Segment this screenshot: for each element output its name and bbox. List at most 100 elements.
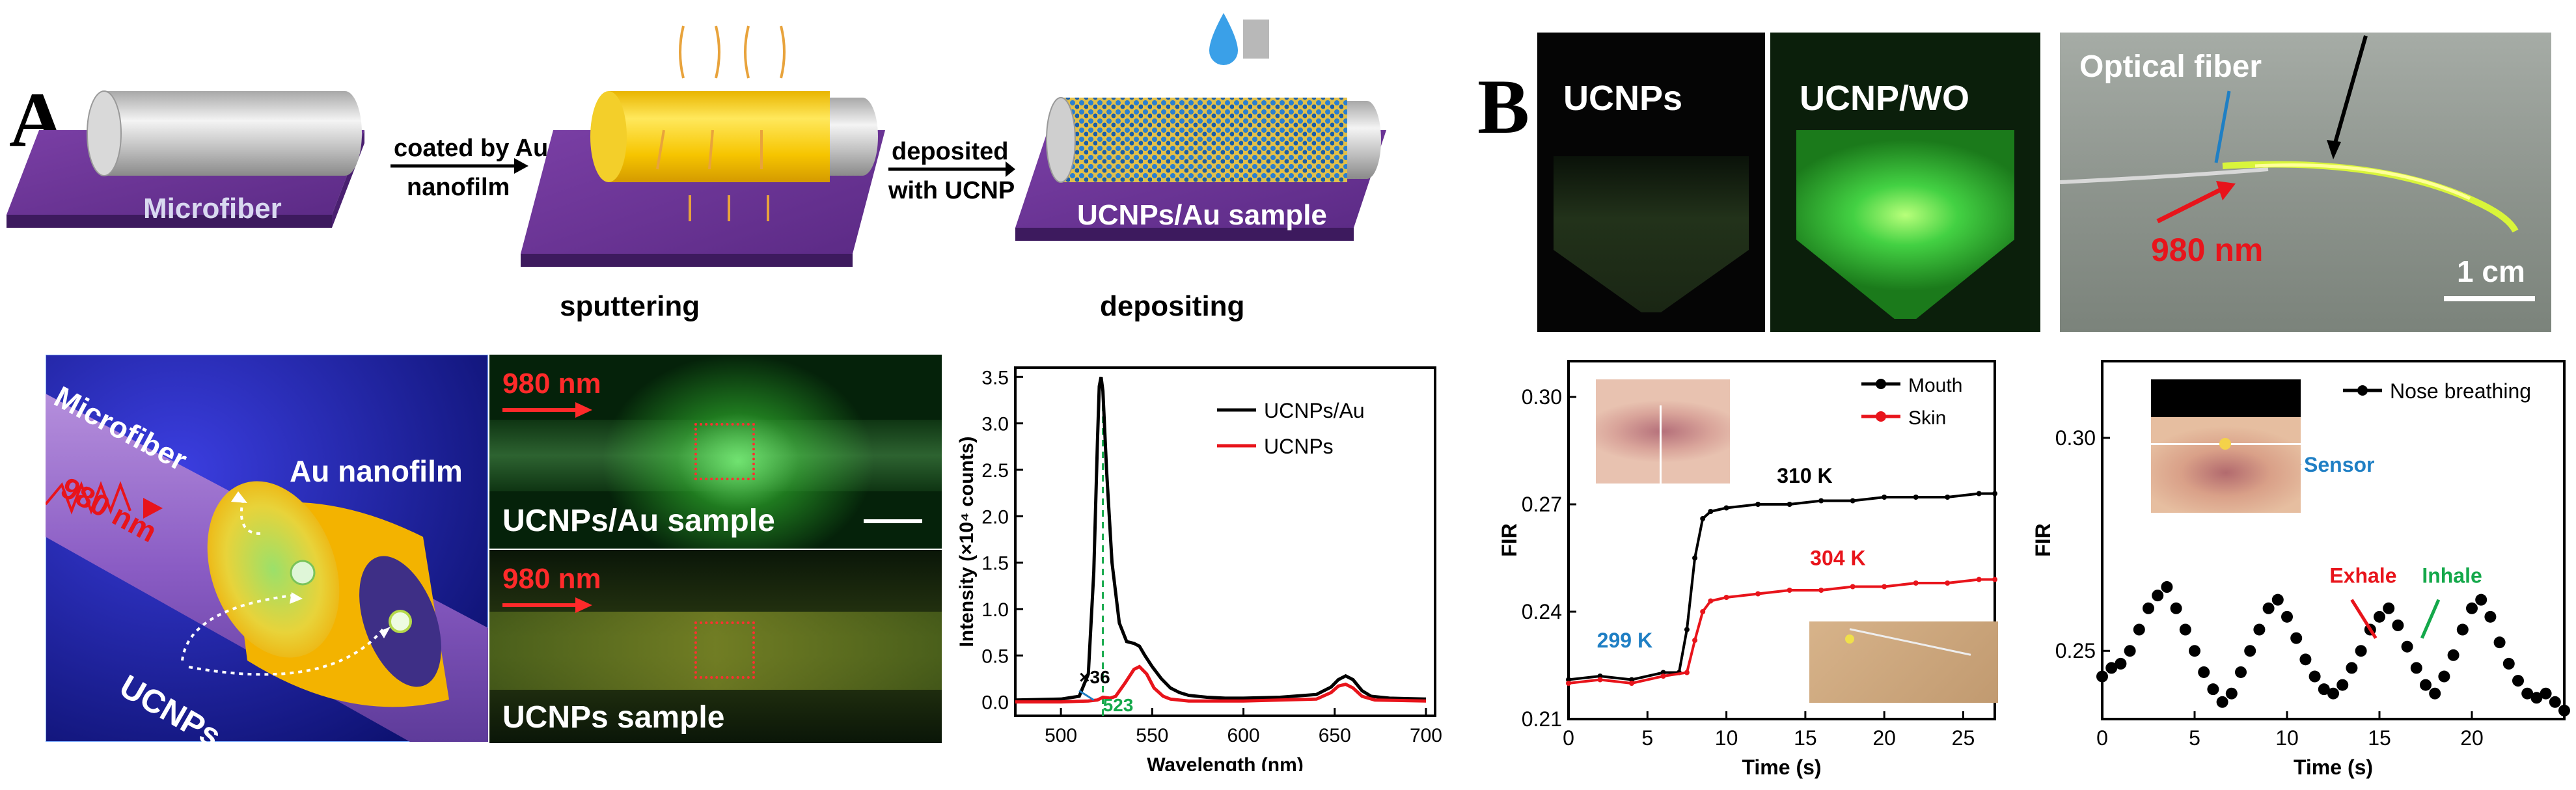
data-point bbox=[1708, 598, 1714, 604]
data-point bbox=[2420, 679, 2432, 691]
x-tick-label: 15 bbox=[1794, 726, 1817, 750]
data-point bbox=[2309, 670, 2321, 683]
arrow1-label-line1: coated by Au bbox=[394, 135, 548, 162]
annotation-label: Exhale bbox=[2329, 564, 2396, 587]
data-point bbox=[2235, 666, 2247, 678]
x-tick-label: 600 bbox=[1227, 725, 1260, 746]
data-point bbox=[2530, 692, 2543, 704]
vial-photo-ucnp-wo: UCNP/WO bbox=[1770, 33, 2040, 332]
data-point bbox=[1755, 502, 1761, 507]
series-line-skin bbox=[1568, 578, 1995, 685]
y-tick-label: 1.5 bbox=[981, 553, 1009, 575]
data-point bbox=[2207, 683, 2219, 696]
legend-marker bbox=[2357, 385, 2368, 396]
data-point bbox=[1692, 555, 1698, 561]
y-tick-label: 0.5 bbox=[981, 646, 1009, 667]
legend-label: UCNPs/Au bbox=[1264, 399, 1365, 422]
x-tick-label: 15 bbox=[2368, 726, 2391, 750]
x-tick-label: 10 bbox=[2275, 726, 2299, 750]
vial-photo-ucnps: UCNPs bbox=[1537, 33, 1765, 332]
data-point bbox=[1913, 580, 1919, 586]
arrow2-label-line1: deposited bbox=[892, 138, 1008, 165]
y-tick-label: 2.5 bbox=[981, 460, 1009, 482]
data-point bbox=[1629, 681, 1635, 686]
data-point bbox=[2253, 623, 2266, 636]
data-point bbox=[2143, 602, 2154, 614]
step1-label: Microfiber bbox=[143, 193, 282, 225]
micrograph-ucnps-au: 980 nm UCNPs/Au sample bbox=[489, 355, 942, 549]
data-point bbox=[1787, 502, 1792, 507]
data-point bbox=[2318, 683, 2330, 696]
data-point bbox=[1992, 491, 1997, 497]
excitation-arrow-icon bbox=[502, 402, 592, 418]
y-tick-label: 3.0 bbox=[981, 414, 1009, 435]
annotation-label: 299 K bbox=[1597, 629, 1652, 652]
data-point bbox=[1700, 609, 1706, 614]
data-point bbox=[1684, 670, 1690, 675]
legend-label: Nose breathing bbox=[2390, 379, 2531, 403]
data-point bbox=[2502, 657, 2515, 670]
y-axis-label: FIR bbox=[2031, 523, 2055, 557]
data-point bbox=[2456, 623, 2469, 636]
data-point bbox=[1700, 516, 1706, 521]
series-line-ucnps bbox=[1015, 664, 1427, 704]
data-point bbox=[2170, 602, 2182, 614]
data-point bbox=[1566, 677, 1571, 683]
step3-caption: depositing bbox=[1100, 290, 1244, 322]
data-point bbox=[1945, 580, 1951, 586]
breathing-chart: 0 5 10 15 20 0.25 0.30 Time (s) FIR Nose breathin… bbox=[2031, 360, 2570, 779]
data-point bbox=[1992, 577, 1997, 582]
data-point bbox=[1684, 627, 1690, 633]
x-tick-label: 25 bbox=[1952, 726, 1975, 750]
data-point bbox=[2549, 696, 2561, 708]
vial2-label: UCNP/WO bbox=[1800, 79, 1969, 118]
data-point bbox=[2438, 670, 2450, 683]
data-point bbox=[1850, 584, 1856, 590]
data-point bbox=[1660, 674, 1666, 679]
vial1-label: UCNPs bbox=[1563, 79, 1683, 118]
data-point bbox=[2540, 687, 2552, 700]
data-point bbox=[1723, 595, 1729, 600]
series-line-ucnps-au bbox=[1015, 376, 1427, 702]
data-point bbox=[2475, 593, 2487, 606]
data-point bbox=[2374, 610, 2385, 623]
data-point bbox=[2299, 653, 2312, 666]
arrow1-label-line2: nanofilm bbox=[407, 174, 510, 201]
data-point bbox=[2346, 662, 2358, 674]
data-point bbox=[2115, 657, 2127, 670]
x-tick-label: 10 bbox=[1715, 726, 1738, 750]
data-point bbox=[1945, 495, 1951, 500]
data-point bbox=[2383, 602, 2395, 614]
process-arrow-2 bbox=[888, 161, 1015, 177]
data-point bbox=[1723, 505, 1729, 511]
y-tick-label: 0.30 bbox=[2055, 426, 2096, 450]
data-point bbox=[2161, 581, 2173, 593]
excitation-arrow-icon bbox=[502, 597, 592, 613]
data-point bbox=[1882, 495, 1887, 500]
y-tick-label: 0.21 bbox=[1522, 707, 1562, 731]
annotation-label: 304 K bbox=[1810, 547, 1865, 570]
y-tick-label: 1.0 bbox=[981, 599, 1009, 621]
data-point bbox=[1660, 670, 1666, 675]
y-tick-label: 0.24 bbox=[1522, 600, 1562, 623]
data-point bbox=[2521, 687, 2534, 700]
fiber-photo-excitation: 980 nm bbox=[2151, 232, 2264, 268]
exhale-arrow bbox=[2350, 599, 2377, 639]
ucnp-coated-cylinder bbox=[1046, 97, 1381, 183]
data-point bbox=[2493, 636, 2506, 649]
microfiber-illustration: Microfiber 980 nm Au nanofilm UCNPs bbox=[46, 355, 488, 742]
x-tick-label: 5 bbox=[1641, 726, 1653, 750]
data-point bbox=[2558, 704, 2570, 716]
data-point bbox=[1692, 638, 1698, 643]
data-point bbox=[1597, 674, 1603, 679]
arrow2-label-line2: with UCNPs bbox=[888, 177, 1015, 204]
y-tick-label: 0.0 bbox=[981, 692, 1009, 714]
data-point bbox=[1882, 584, 1887, 590]
data-point bbox=[1708, 509, 1714, 514]
data-point bbox=[1629, 677, 1635, 683]
x-tick-label: 20 bbox=[1872, 726, 1896, 750]
data-point bbox=[2133, 623, 2145, 636]
data-point bbox=[1597, 677, 1603, 683]
process-arrow-1 bbox=[391, 158, 528, 174]
data-point bbox=[2327, 687, 2339, 700]
